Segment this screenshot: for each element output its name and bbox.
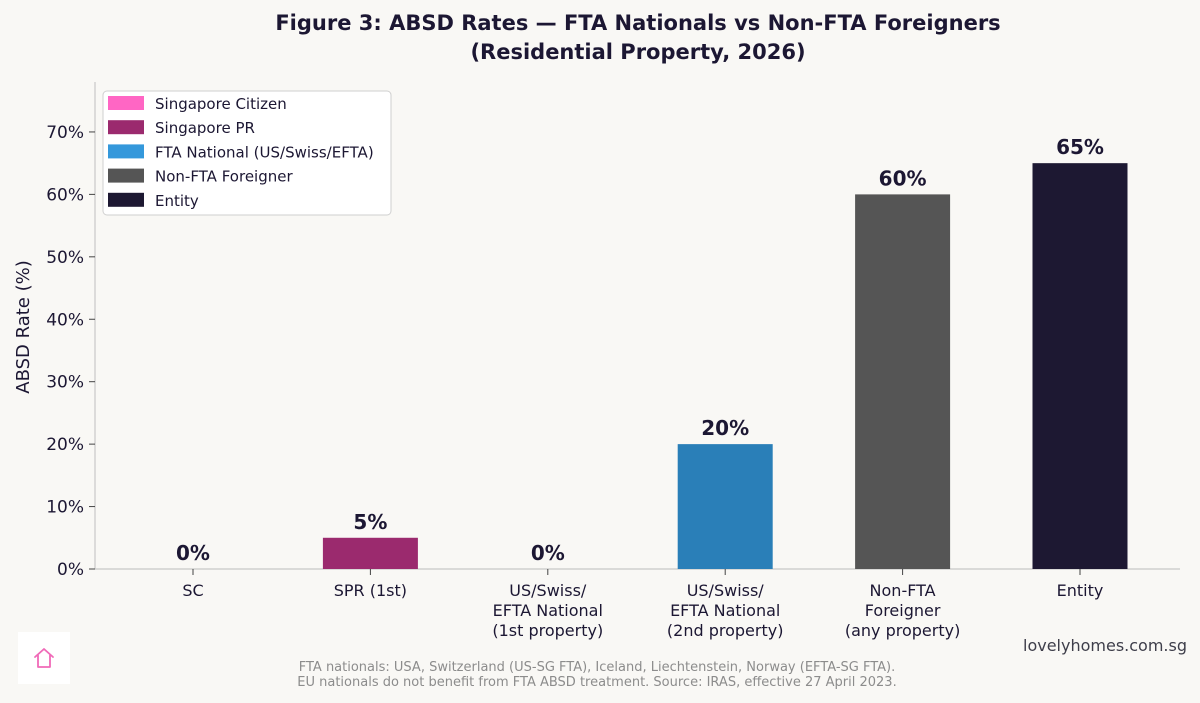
legend-label: FTA National (US/Swiss/EFTA): [155, 143, 374, 161]
legend-swatch: [108, 120, 144, 135]
y-axis-label: ABSD Rate (%): [13, 260, 34, 394]
chart-legend: Singapore Citizen Singapore PR FTA Nationa…: [102, 90, 392, 216]
footnote: FTA nationals: USA, Switzerland (US-SG F…: [297, 660, 896, 690]
bar-value-label: 0%: [531, 541, 565, 565]
x-tick-label: Entity: [1057, 581, 1104, 600]
logo: [18, 632, 70, 684]
x-axis-ticks: SC SPR (1st) US/Swiss/EFTA National (1st pr…: [182, 569, 1103, 640]
house-icon: [34, 648, 54, 668]
y-tick-label: 60%: [46, 185, 84, 205]
legend-box: [102, 90, 392, 216]
y-tick-label: 10%: [46, 498, 84, 518]
y-tick-label: 50%: [46, 248, 84, 268]
legend-swatch: [108, 144, 144, 159]
legend-swatch: [108, 192, 144, 207]
bar-value-label: 20%: [701, 416, 749, 440]
x-tick-label: SC: [182, 581, 203, 600]
legend-label: Entity: [155, 192, 199, 210]
x-tick-label: SPR (1st): [334, 581, 407, 600]
legend-label: Singapore PR: [155, 119, 255, 137]
y-tick-label: 70%: [46, 123, 84, 143]
watermark-text: lovelyhomes.com.sg: [1023, 636, 1187, 655]
y-tick-label: 20%: [46, 435, 84, 455]
x-tick-label: US/Swiss/EFTA National (1st property): [492, 581, 603, 640]
legend-label: Singapore Citizen: [155, 95, 287, 113]
x-tick-label: US/Swiss/EFTA National (2nd property): [667, 581, 784, 640]
bar-value-label: 5%: [353, 510, 387, 534]
chart-title-line: Figure 3: ABSD Rates — FTA Nationals vs …: [275, 11, 1000, 35]
x-tick-label: Non-FTA Foreigner (any property): [845, 581, 960, 640]
bar: [322, 537, 418, 569]
chart-axes: [94, 82, 1180, 570]
footnote-line: EU nationals do not benefit from FTA ABS…: [297, 675, 896, 690]
chart-title-line: (Residential Property, 2026): [470, 40, 805, 64]
bar: [855, 194, 951, 569]
chart-bars: 0% 5% 0% 20% 60% 65%: [176, 135, 1128, 569]
bar-value-label: 60%: [879, 166, 927, 190]
chart-title: Figure 3: ABSD Rates — FTA Nationals vs …: [275, 11, 1000, 64]
legend-label: Non-FTA Foreigner: [155, 168, 293, 186]
legend-swatch: [108, 96, 144, 110]
y-tick-label: 0%: [57, 560, 84, 580]
bar: [1032, 163, 1128, 569]
y-tick-label: 30%: [46, 373, 84, 393]
legend-swatch: [108, 168, 144, 183]
bar-value-label: 0%: [176, 541, 210, 565]
bar-value-label: 65%: [1056, 135, 1104, 159]
y-axis-ticks: 0% 10% 20% 30% 40% 50% 60% 70%: [46, 123, 95, 580]
footnote-line: FTA nationals: USA, Switzerland (US-SG F…: [299, 660, 896, 675]
y-tick-label: 40%: [46, 310, 84, 330]
bar: [677, 444, 773, 569]
